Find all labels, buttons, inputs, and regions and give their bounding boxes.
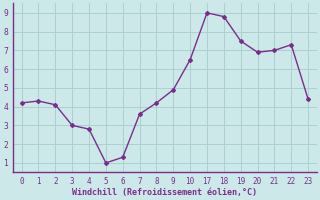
X-axis label: Windchill (Refroidissement éolien,°C): Windchill (Refroidissement éolien,°C)	[72, 188, 257, 197]
